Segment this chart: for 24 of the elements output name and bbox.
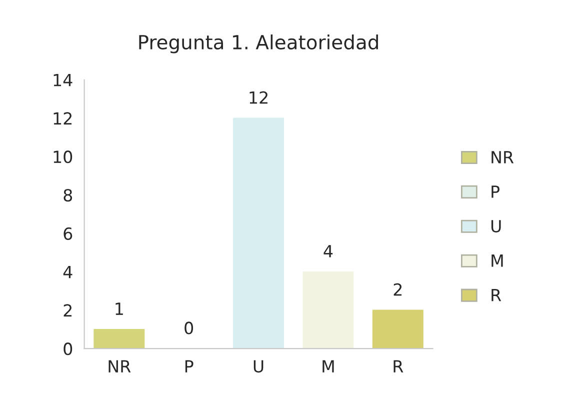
x-tick-label: NR	[108, 360, 131, 372]
data-label: 1	[116, 302, 123, 315]
legend-label: P	[492, 186, 500, 198]
data-label: 4	[324, 245, 333, 258]
x-tick-label: M	[322, 360, 334, 372]
legend-label: M	[492, 254, 503, 267]
y-tick-label: 4	[63, 266, 72, 278]
data-label: 0	[184, 322, 194, 334]
x-tick-label: R	[394, 360, 404, 372]
data-label: 12	[250, 91, 268, 104]
legend-label: NR	[492, 151, 514, 164]
y-tick-label: 10	[54, 150, 72, 164]
data-label: 2	[394, 283, 402, 296]
x-tick-label: U	[254, 360, 264, 373]
y-tick-label: 0	[64, 342, 72, 356]
y-tick-label: 14	[54, 74, 72, 86]
y-tick-label: 8	[64, 188, 72, 202]
y-tick-label: 6	[64, 227, 72, 240]
y-tick-label: 2	[64, 304, 72, 317]
y-tick-label: 12	[54, 112, 72, 125]
legend-label: U	[491, 220, 501, 232]
chart-title: Pregunta 1. Aleatoriedad	[139, 34, 378, 54]
legend-label: R	[492, 289, 502, 302]
x-tick-label: P	[185, 360, 194, 372]
